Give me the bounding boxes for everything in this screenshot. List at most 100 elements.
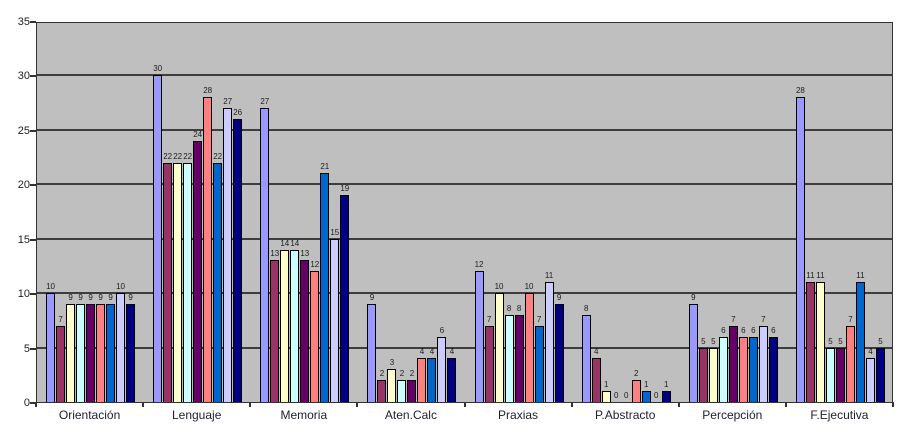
bar-value-label: 0 xyxy=(623,391,629,400)
bar-value-label: 8 xyxy=(516,304,522,313)
bar-series-4 xyxy=(193,141,203,402)
bar-series-1 xyxy=(698,348,708,402)
bar-value-label: 7 xyxy=(536,315,542,324)
bar-wrapper: 19 xyxy=(340,184,350,402)
bar-wrapper: 9 xyxy=(86,293,96,402)
bar-wrapper: 6 xyxy=(718,326,728,402)
bar-value-label: 7 xyxy=(761,315,766,324)
bar-series-7 xyxy=(437,337,447,402)
bar-series-5 xyxy=(524,293,534,402)
bar-wrapper: 6 xyxy=(768,326,778,402)
bar-value-label: 27 xyxy=(260,97,270,106)
bar-value-label: 12 xyxy=(474,260,484,269)
bar-series-3 xyxy=(397,380,407,402)
bar-wrapper: 4 xyxy=(865,347,875,402)
bar-wrapper: 7 xyxy=(758,315,768,402)
bar-series-6 xyxy=(748,337,758,402)
bar-wrapper: 5 xyxy=(698,337,708,402)
bar-series-1 xyxy=(484,326,494,402)
bar-value-label: 11 xyxy=(806,271,815,280)
bar-series-0 xyxy=(153,75,163,402)
bar-wrapper: 9 xyxy=(106,293,116,402)
bar-value-label: 1 xyxy=(603,380,609,389)
bar-series-1 xyxy=(805,282,815,402)
bar-value-label: 6 xyxy=(771,326,776,335)
y-tick-label: 35 xyxy=(17,16,30,28)
bar-wrapper: 11 xyxy=(544,271,554,402)
bar-value-label: 9 xyxy=(88,293,93,302)
bar-series-8 xyxy=(447,358,457,402)
bar-value-label: 30 xyxy=(153,64,163,73)
category-label-3: Aten.Calc xyxy=(384,408,437,422)
bar-wrapper: 10 xyxy=(524,282,534,402)
bar-series-0 xyxy=(581,315,591,402)
bar-series-4 xyxy=(407,380,417,402)
bar-series-3 xyxy=(718,337,728,402)
y-tick-mark xyxy=(30,238,36,241)
bar-series-7 xyxy=(865,358,875,402)
bar-series-1 xyxy=(56,326,66,402)
bar-wrapper: 8 xyxy=(514,304,524,402)
bar-wrapper: 21 xyxy=(320,162,330,402)
bar-value-label: 1 xyxy=(643,380,649,389)
bar-value-label: 2 xyxy=(399,369,405,378)
bar-wrapper: 9 xyxy=(554,293,564,402)
y-tick-label: 25 xyxy=(17,124,30,137)
gridline-30 xyxy=(37,74,892,77)
bar-series-0 xyxy=(795,97,805,402)
bar-value-label: 9 xyxy=(98,293,103,302)
y-tick-label: 15 xyxy=(17,233,30,246)
bar-value-label: 2 xyxy=(633,369,639,378)
bar-series-8 xyxy=(554,304,564,402)
bar-wrapper: 9 xyxy=(96,293,106,402)
bar-wrapper: 5 xyxy=(835,337,845,402)
bar-series-1 xyxy=(163,163,173,402)
bar-series-2 xyxy=(494,293,504,402)
x-tick-mark xyxy=(570,402,573,407)
bar-series-6 xyxy=(106,304,116,402)
bar-wrapper: 5 xyxy=(875,337,885,402)
bar-series-7 xyxy=(330,239,340,402)
bar-value-label: 22 xyxy=(183,152,193,161)
bar-series-2 xyxy=(387,369,397,402)
bar-series-6 xyxy=(641,391,651,402)
bar-series-4 xyxy=(514,315,524,402)
bar-series-3 xyxy=(504,315,514,402)
bar-series-3 xyxy=(825,348,835,402)
bar-series-2 xyxy=(708,348,718,402)
bar-value-label: 2 xyxy=(409,369,415,378)
bar-value-label: 6 xyxy=(439,326,445,335)
bar-wrapper: 4 xyxy=(417,347,427,402)
bar-value-label: 24 xyxy=(193,130,203,139)
bar-value-label: 11 xyxy=(544,271,554,280)
bar-series-6 xyxy=(427,358,437,402)
bar-series-0 xyxy=(474,271,484,402)
bar-series-5 xyxy=(203,97,213,402)
bar-wrapper: 2 xyxy=(631,369,641,402)
category-label-7: F.Ejecutiva xyxy=(810,408,869,422)
bar-group-1: 30 22 22 22 24 28 22 27 26 xyxy=(144,23,251,402)
bar-value-label: 4 xyxy=(593,347,599,356)
bar-series-3 xyxy=(183,163,193,402)
bar-series-4 xyxy=(86,304,96,402)
bar-series-2 xyxy=(173,163,183,402)
bar-value-label: 8 xyxy=(583,304,589,313)
y-tick-mark xyxy=(30,402,36,404)
bar-wrapper: 2 xyxy=(377,369,387,402)
bar-value-label: 22 xyxy=(163,152,173,161)
bar-value-label: 6 xyxy=(741,326,746,335)
bar-wrapper: 7 xyxy=(56,315,66,402)
y-tick-label: 30 xyxy=(17,70,30,83)
bar-series-7 xyxy=(544,282,554,402)
bar-wrapper: 9 xyxy=(688,293,698,402)
y-tick-mark xyxy=(30,184,36,187)
bar-value-label: 11 xyxy=(816,271,825,280)
bar-wrapper: 11 xyxy=(815,271,825,402)
y-tick-mark xyxy=(30,347,36,350)
bar-series-5 xyxy=(738,337,748,402)
bar-value-label: 10 xyxy=(494,282,504,291)
bar-value-label: 6 xyxy=(721,326,726,335)
